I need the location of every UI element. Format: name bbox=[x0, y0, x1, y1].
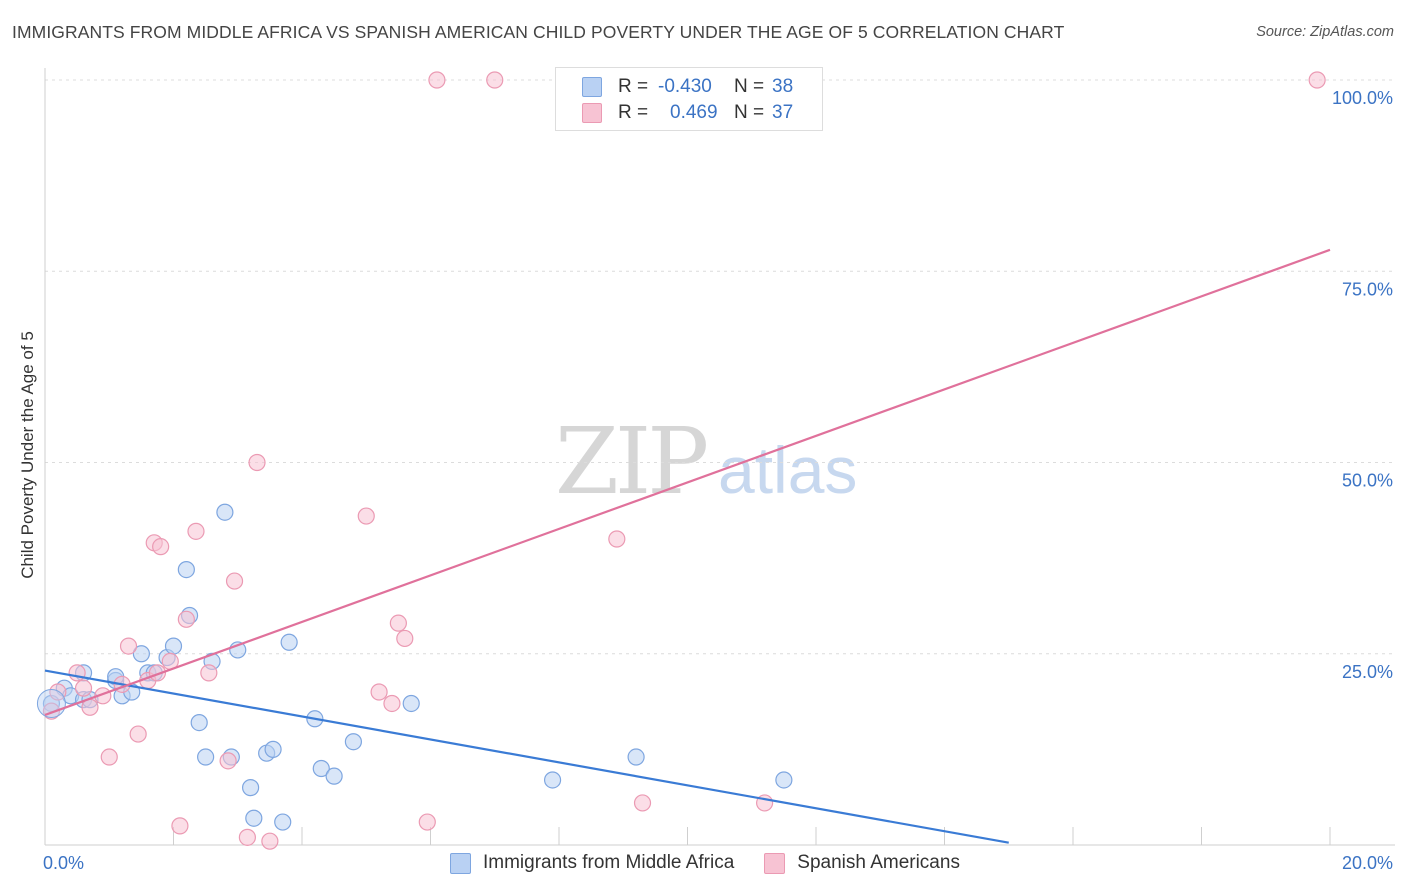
pink-point bbox=[238, 828, 256, 846]
y-tick-label: 75.0% bbox=[1342, 279, 1393, 299]
pink-swatch-icon bbox=[582, 103, 602, 123]
blue-point bbox=[264, 740, 282, 758]
pink-swatch-icon bbox=[764, 852, 786, 874]
legend-row-blue: R = -0.430 N = 38 bbox=[582, 74, 793, 100]
pink-point bbox=[148, 664, 167, 682]
pink-point bbox=[248, 453, 266, 472]
pink-point bbox=[219, 752, 237, 770]
blue-trend-line bbox=[44, 669, 1009, 844]
blue-swatch-icon bbox=[582, 77, 602, 97]
blue-point bbox=[312, 759, 330, 778]
stats-legend: R = -0.430 N = 38 R = 0.469 N = 37 bbox=[555, 67, 823, 131]
blue-point bbox=[245, 809, 263, 827]
legend-label-middle-africa: Immigrants from Middle Africa bbox=[483, 852, 735, 873]
pink-point bbox=[608, 530, 626, 548]
blue-point bbox=[402, 694, 420, 713]
pink-point bbox=[486, 71, 504, 89]
legend-label-spanish-americans: Spanish Americans bbox=[797, 852, 960, 873]
y-tick-label: 25.0% bbox=[1342, 662, 1393, 682]
source-credit: Source: ZipAtlas.com bbox=[1256, 24, 1394, 40]
pink-point bbox=[383, 694, 401, 713]
blue-swatch-icon bbox=[450, 852, 471, 874]
x-tick-label: 0.0% bbox=[43, 853, 84, 873]
chart-title: IMMIGRANTS FROM MIDDLE AFRICA VS SPANISH… bbox=[12, 22, 1065, 42]
blue-point bbox=[274, 813, 292, 831]
pink-point bbox=[261, 832, 279, 850]
y-axis-label: Child Poverty Under the Age of 5 bbox=[18, 331, 37, 579]
legend-row-pink: R = 0.469 N = 37 bbox=[582, 100, 793, 126]
pink-point bbox=[187, 522, 205, 540]
r-label: R = bbox=[618, 76, 649, 97]
pink-point bbox=[396, 629, 414, 648]
n-label: N = bbox=[734, 102, 765, 123]
legend-item-spanish-americans[interactable]: Spanish Americans bbox=[764, 852, 960, 874]
blue-point bbox=[177, 560, 195, 579]
r-value-pink: 0.469 bbox=[670, 102, 718, 123]
blue-point bbox=[543, 771, 562, 789]
pink-point bbox=[1308, 71, 1326, 89]
pink-point bbox=[428, 71, 446, 89]
legend-item-middle-africa[interactable]: Immigrants from Middle Africa bbox=[450, 852, 734, 874]
blue-point bbox=[325, 767, 343, 785]
r-value-blue: -0.430 bbox=[658, 76, 712, 97]
pink-point bbox=[389, 614, 407, 632]
blue-point bbox=[627, 748, 645, 766]
r-label: R = bbox=[618, 102, 649, 123]
x-tick-label: 20.0% bbox=[1342, 853, 1393, 873]
n-value-pink: 37 bbox=[772, 102, 794, 123]
watermark-zip: ZIP bbox=[555, 408, 709, 515]
blue-point bbox=[216, 503, 234, 521]
pink-point bbox=[633, 794, 652, 812]
pink-point bbox=[74, 679, 93, 697]
blue-point bbox=[164, 637, 183, 655]
blue-point bbox=[242, 779, 260, 797]
pink-trend-line bbox=[44, 248, 1331, 716]
pink-point bbox=[68, 664, 86, 682]
pink-point bbox=[177, 610, 195, 628]
pink-point bbox=[100, 748, 118, 766]
blue-point bbox=[197, 748, 215, 766]
pink-point bbox=[171, 817, 189, 835]
pink-point bbox=[119, 637, 138, 655]
series-legend: Immigrants from Middle Africa Spanish Am… bbox=[450, 852, 990, 874]
pink-point bbox=[200, 664, 218, 682]
pink-point bbox=[129, 725, 147, 743]
pink-point bbox=[152, 538, 170, 556]
pink-point bbox=[357, 507, 375, 525]
blue-point bbox=[775, 771, 793, 789]
blue-point bbox=[190, 713, 208, 732]
blue-point bbox=[280, 633, 298, 651]
pink-point bbox=[49, 683, 67, 701]
y-tick-label: 50.0% bbox=[1342, 471, 1393, 491]
pink-point bbox=[225, 572, 244, 590]
blue-point bbox=[132, 645, 150, 663]
y-tick-label: 100.0% bbox=[1332, 88, 1393, 108]
pink-point bbox=[418, 813, 436, 831]
n-value-blue: 38 bbox=[772, 76, 794, 97]
blue-point bbox=[344, 733, 362, 751]
n-label: N = bbox=[734, 76, 765, 97]
pink-point bbox=[370, 683, 388, 701]
